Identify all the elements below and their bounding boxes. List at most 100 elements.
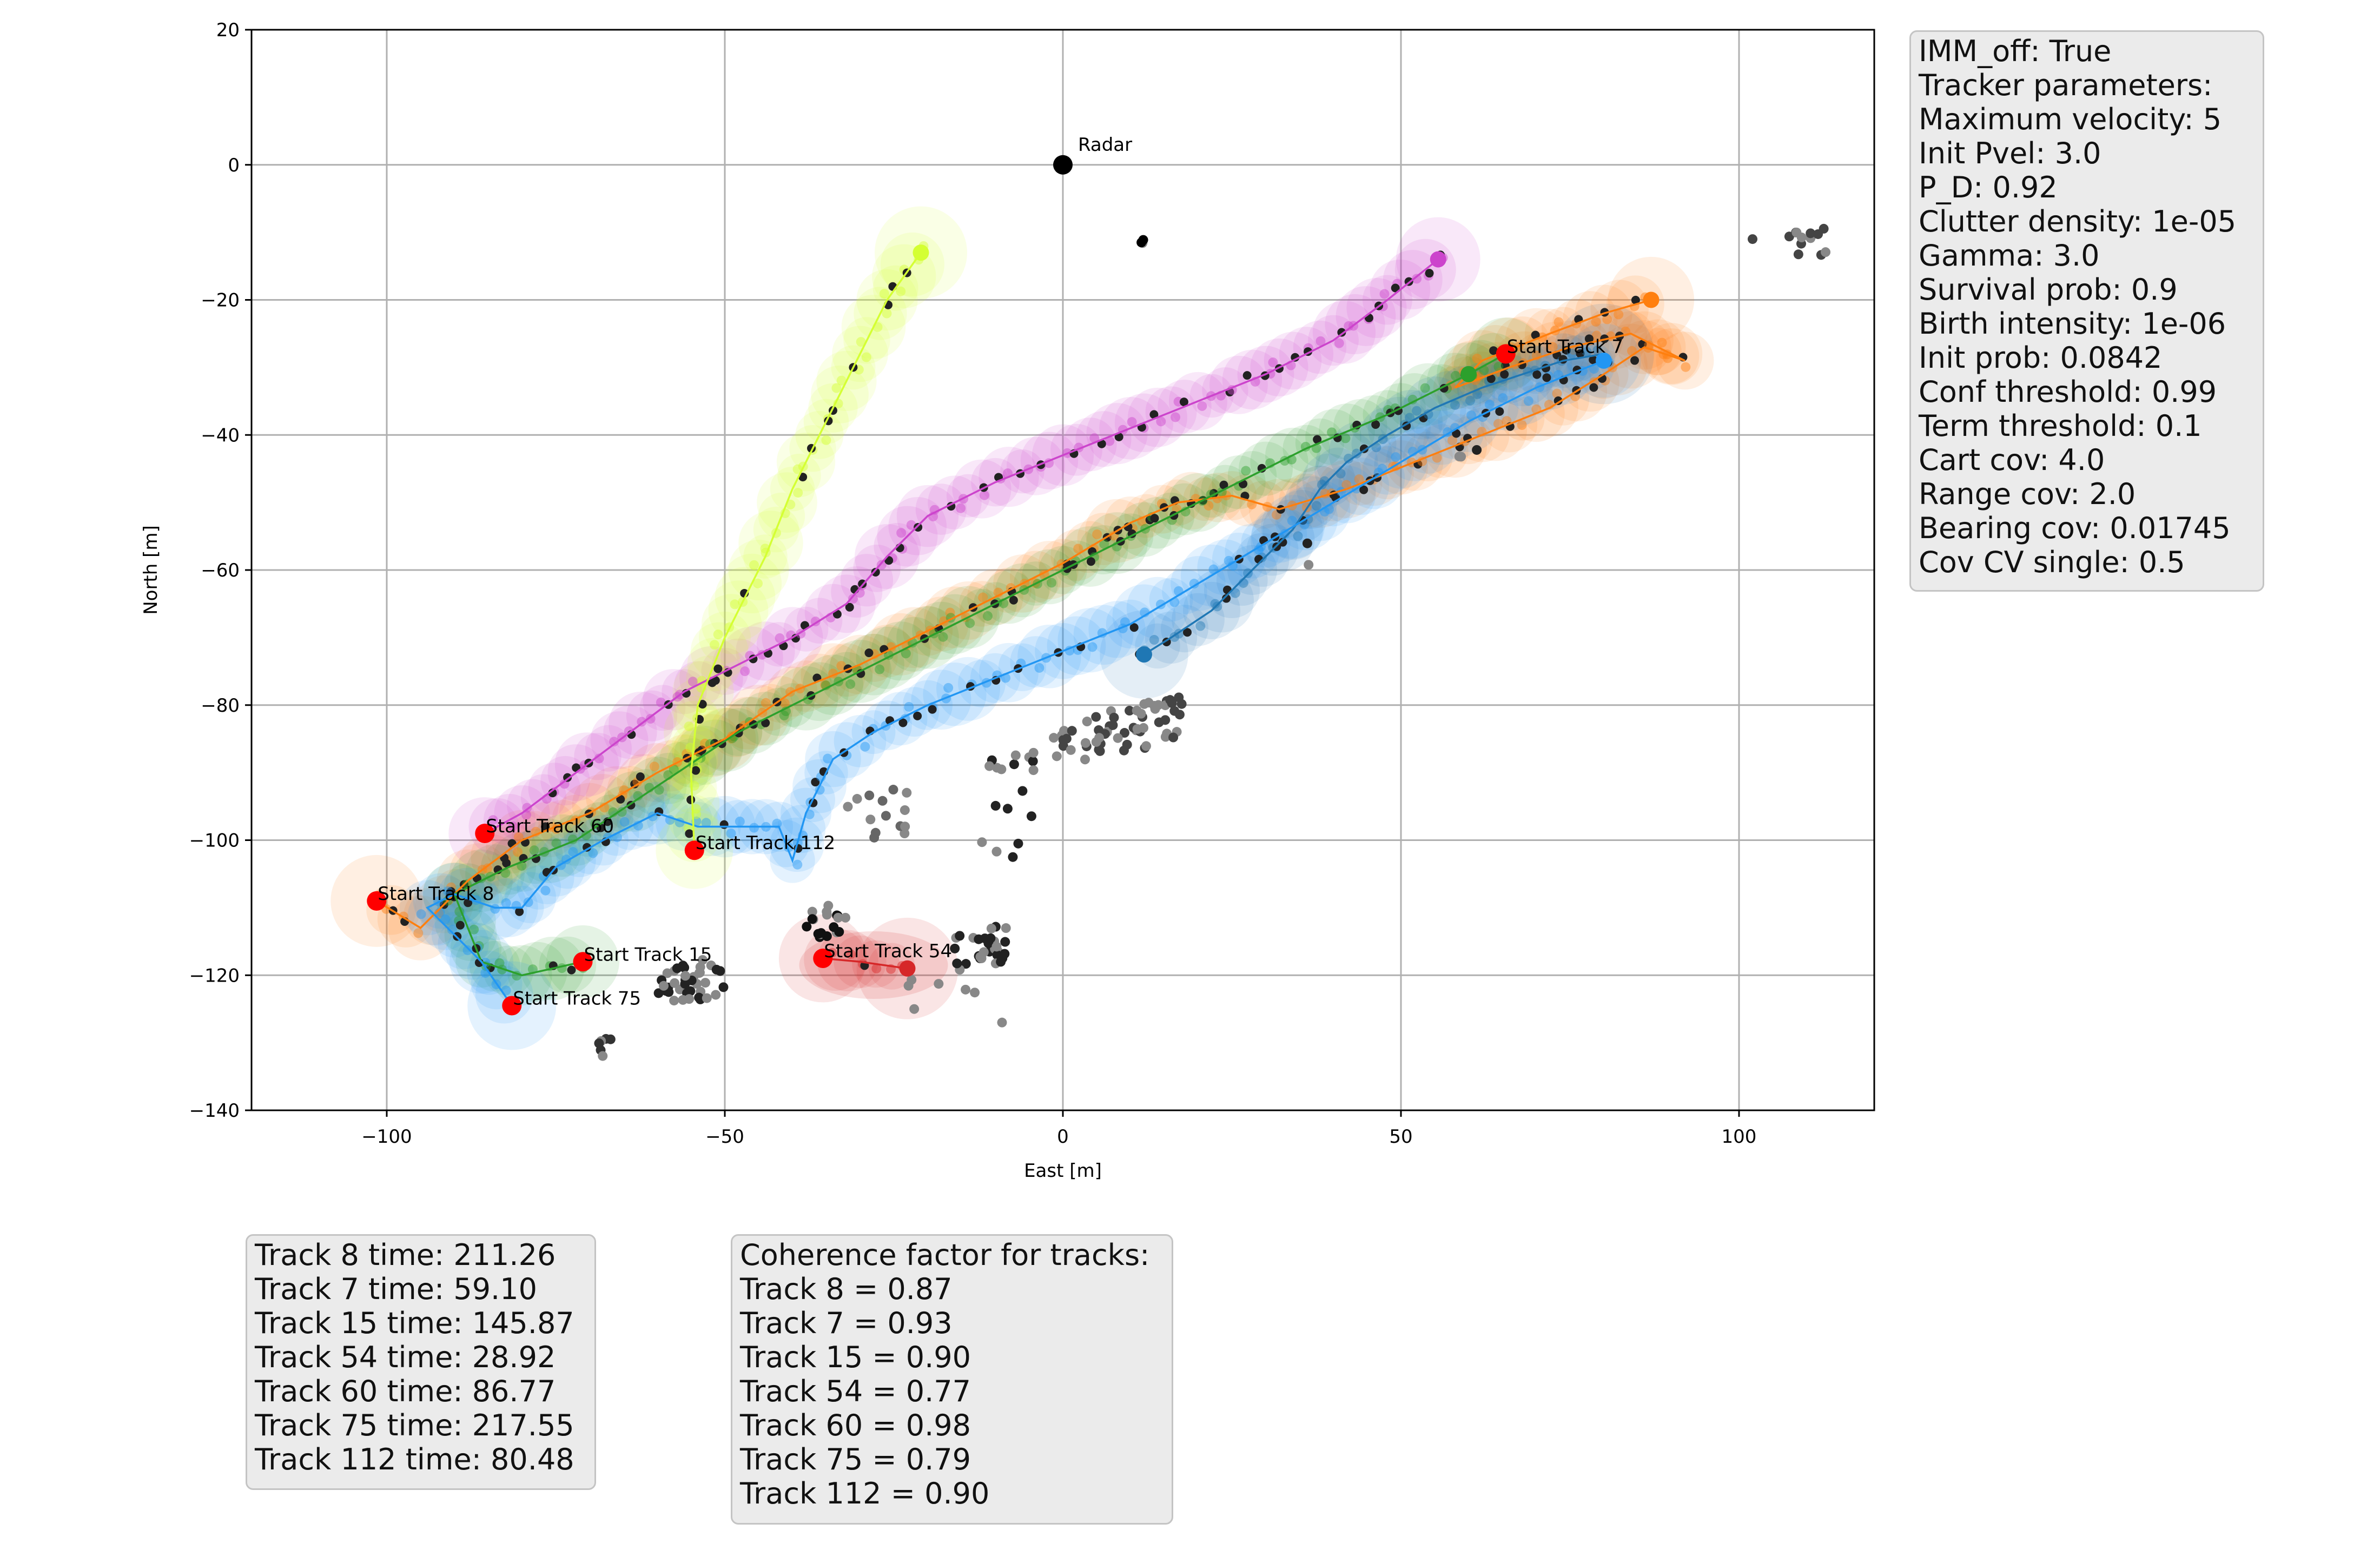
track-measurement — [1334, 338, 1344, 348]
clutter-point — [694, 992, 704, 1003]
track-measurement — [1591, 330, 1602, 341]
detection-point — [871, 567, 880, 577]
clutter-point — [1067, 726, 1077, 736]
clutter-point — [984, 761, 995, 771]
track-measurement — [943, 683, 954, 693]
track-measurement — [1189, 579, 1199, 589]
track-start-marker-7 — [1496, 344, 1516, 364]
clutter-point — [1028, 765, 1039, 776]
box-line: Range cov: 2.0 — [1919, 477, 2136, 511]
clutter-point — [1058, 741, 1068, 751]
track-measurement — [845, 949, 856, 959]
track-start-marker-75 — [502, 996, 522, 1016]
track-measurement — [1548, 342, 1558, 352]
track-measurement — [1127, 417, 1137, 427]
box-line: P_D: 0.92 — [1919, 170, 2058, 204]
y-tick-label: −40 — [201, 425, 240, 446]
box-line: IMM_off: True — [1919, 34, 2112, 68]
clutter-point — [1080, 738, 1090, 748]
box-line: Track 54 time: 28.92 — [255, 1340, 556, 1374]
track-measurement — [645, 714, 656, 724]
track-measurement — [1149, 635, 1159, 645]
track-end-marker-7 — [1460, 366, 1477, 382]
clutter-point — [802, 922, 812, 932]
clutter-point — [669, 996, 679, 1006]
track-measurement — [1221, 491, 1232, 501]
y-tick-label: −120 — [189, 965, 240, 986]
track-measurement — [793, 488, 803, 498]
detection-point — [1291, 353, 1300, 362]
clutter-point — [1139, 723, 1149, 733]
clutter-point — [1095, 746, 1105, 756]
track-measurement — [482, 863, 493, 873]
axis-ticks: −100 −50 0 50 100 20 0 −20 −40 −60 −80 −100 −120 −140 — [189, 19, 1757, 1148]
clutter-point — [700, 978, 711, 988]
clutter-point — [888, 785, 898, 795]
detection-point — [698, 700, 707, 709]
box-line: Clutter density: 1e-05 — [1919, 204, 2237, 239]
clutter-point — [718, 982, 729, 992]
track-measurement — [1681, 362, 1691, 372]
track-measurement — [1344, 321, 1354, 331]
track-measurement — [1230, 588, 1240, 598]
clutter-point — [1109, 712, 1119, 723]
detection-point — [1114, 432, 1123, 441]
track-measurement — [1287, 515, 1297, 526]
clutter-point — [986, 923, 996, 933]
track-measurement — [447, 925, 457, 935]
track-measurement — [488, 815, 498, 825]
clutter-point — [877, 796, 888, 806]
clutter-point — [662, 968, 672, 978]
track-start-label: Start Track 8 — [378, 883, 494, 905]
track-measurement — [551, 838, 561, 849]
detection-point — [685, 829, 694, 838]
detection-point — [636, 772, 645, 781]
y-tick-label: −140 — [189, 1100, 240, 1122]
track-measurement — [901, 648, 911, 659]
detection-point — [1584, 334, 1594, 343]
track-measurement — [713, 630, 723, 640]
track-measurement — [617, 807, 627, 817]
clutter-point — [1472, 445, 1482, 455]
clutter-point — [970, 988, 980, 998]
radar-marker — [1053, 155, 1073, 175]
clutter-point — [902, 787, 912, 798]
track-measurement — [1523, 396, 1533, 406]
detection-point — [1359, 485, 1368, 494]
box-line: Init Pvel: 3.0 — [1919, 136, 2101, 170]
track-measurement — [845, 679, 856, 689]
track-measurement — [1171, 412, 1181, 422]
detection-point — [1009, 595, 1018, 605]
track-end-marker-112 — [913, 244, 929, 261]
track-measurement — [1423, 409, 1433, 419]
track-measurement — [1344, 453, 1354, 463]
clutter-point — [1454, 452, 1464, 462]
track-measurement — [540, 885, 551, 896]
track-measurement — [730, 599, 740, 610]
detection-point — [1219, 480, 1228, 489]
clutter-point — [807, 906, 817, 917]
covariance-ellipses — [330, 206, 1714, 1050]
detection-point — [691, 766, 700, 775]
track-measurement — [1657, 337, 1667, 348]
detection-point — [1532, 370, 1542, 379]
track-measurement — [1268, 357, 1278, 368]
clutter-point — [909, 1004, 920, 1014]
track-measurement — [1034, 663, 1044, 673]
box-line: Track 112 time: 80.48 — [255, 1442, 574, 1476]
detection-point — [845, 602, 854, 612]
clutter-point — [1796, 233, 1807, 243]
track-measurement — [860, 741, 870, 752]
track-measurement — [1517, 420, 1527, 430]
clutter-point — [1059, 726, 1069, 736]
track-measurement — [513, 847, 523, 857]
track-measurement — [1447, 435, 1457, 446]
track-measurement — [1472, 353, 1482, 363]
box-line: Track 15 = 0.90 — [740, 1340, 971, 1374]
clutter-point — [955, 931, 965, 941]
detection-point — [1486, 374, 1496, 383]
track-measurement — [753, 578, 763, 588]
box-line: Conf threshold: 0.99 — [1919, 375, 2217, 409]
detection-point — [864, 648, 874, 658]
